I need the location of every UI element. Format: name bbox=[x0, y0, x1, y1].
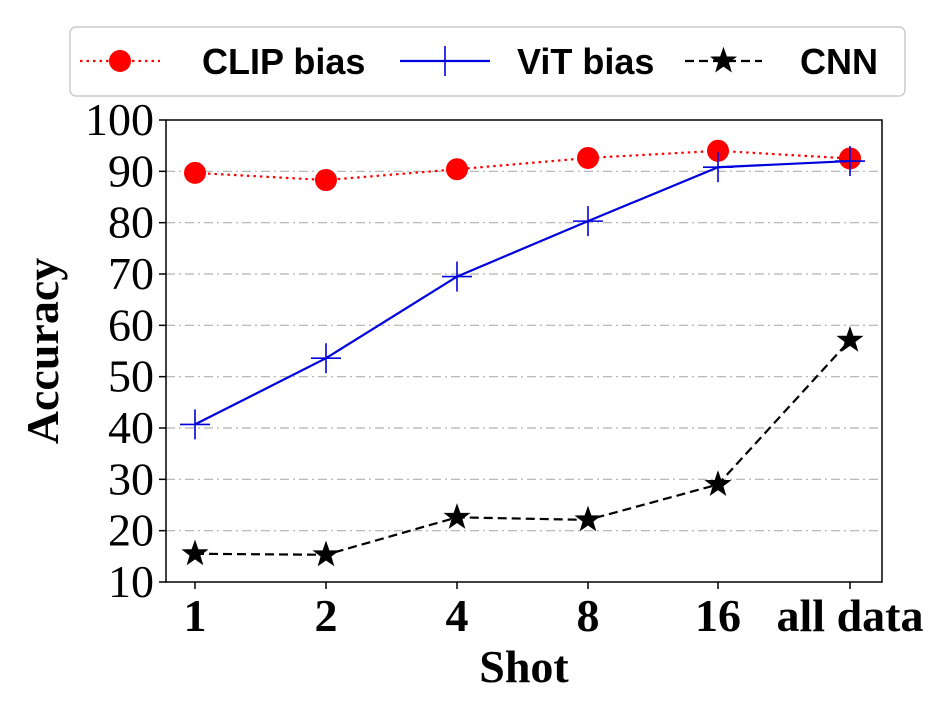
y-tick-label: 90 bbox=[108, 145, 154, 196]
y-tick-label: 50 bbox=[108, 351, 154, 402]
x-tick-label: 2 bbox=[315, 590, 338, 641]
x-tick-label: 4 bbox=[446, 590, 469, 641]
legend-label: ViT bias bbox=[517, 41, 654, 82]
x-axis: 1 2 4 8 16 all data bbox=[184, 582, 924, 641]
y-tick-label: 70 bbox=[108, 248, 154, 299]
data-point bbox=[443, 503, 471, 529]
data-point bbox=[184, 161, 206, 184]
y-tick-label: 80 bbox=[108, 197, 154, 248]
data-point bbox=[312, 540, 340, 567]
legend-item: ViT bias bbox=[400, 41, 654, 82]
y-tick-label: 60 bbox=[108, 299, 154, 350]
y-tick-label: 40 bbox=[108, 402, 154, 453]
series-cnn bbox=[181, 326, 864, 567]
series-line bbox=[194, 339, 851, 556]
y-axis-title: Accuracy bbox=[17, 258, 68, 444]
y-tick-label: 30 bbox=[108, 453, 154, 504]
grid bbox=[166, 170, 882, 532]
x-tick-label: 16 bbox=[695, 590, 741, 641]
data-point bbox=[180, 409, 210, 440]
x-axis-title: Shot bbox=[479, 641, 569, 692]
legend-label: CLIP bias bbox=[202, 41, 365, 82]
series-line bbox=[194, 159, 851, 426]
legend-label: CNN bbox=[800, 41, 878, 82]
legend-marker bbox=[430, 46, 460, 76]
legend-item: CNN bbox=[685, 41, 878, 82]
legend-marker bbox=[709, 46, 738, 73]
data-point bbox=[577, 146, 599, 169]
series-vit-bias bbox=[180, 146, 865, 440]
data-point bbox=[446, 158, 468, 181]
data-point bbox=[442, 261, 472, 292]
data-point bbox=[311, 343, 341, 374]
data-point bbox=[181, 539, 209, 566]
series-clip-bias bbox=[184, 139, 861, 192]
data-point bbox=[836, 326, 864, 352]
x-tick-label: 1 bbox=[184, 590, 207, 641]
data-point bbox=[703, 152, 733, 183]
y-tick-label: 20 bbox=[108, 505, 154, 556]
data-point bbox=[704, 470, 732, 496]
legend-item: CLIP bias bbox=[80, 41, 365, 82]
x-tick-label: all data bbox=[777, 590, 924, 641]
legend-marker bbox=[109, 50, 131, 72]
legend: CLIP bias ViT bias CNN bbox=[80, 41, 878, 82]
y-tick-label: 100 bbox=[85, 94, 154, 145]
data-point bbox=[574, 505, 602, 532]
data-point bbox=[573, 206, 603, 237]
plot-frame bbox=[165, 119, 883, 583]
y-tick-label: 10 bbox=[108, 556, 154, 607]
series-layer bbox=[180, 139, 865, 567]
x-tick-label: 8 bbox=[577, 590, 600, 641]
data-point bbox=[835, 146, 865, 177]
series-line bbox=[194, 149, 851, 182]
data-point bbox=[315, 169, 337, 192]
